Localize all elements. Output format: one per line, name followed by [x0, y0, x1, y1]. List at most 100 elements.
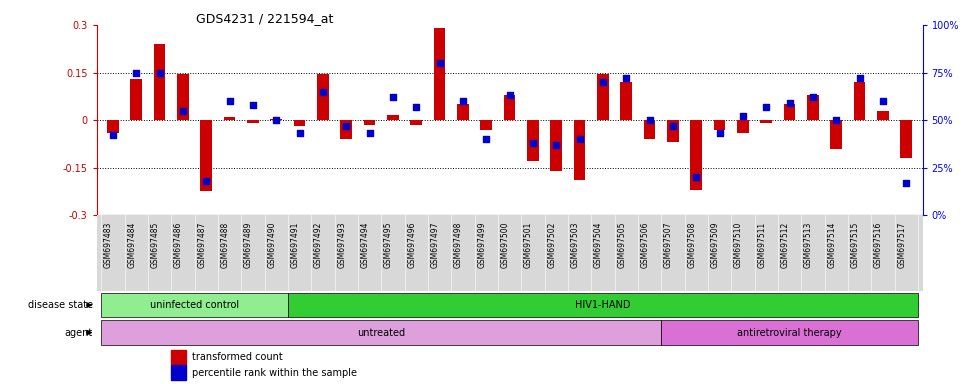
Point: [245, 102, 261, 108]
Text: GSM697502: GSM697502: [547, 221, 556, 268]
Text: GSM697512: GSM697512: [781, 221, 789, 268]
Bar: [101, 293, 288, 318]
Text: HIV1-HAND: HIV1-HAND: [575, 300, 631, 310]
Point: [269, 117, 284, 123]
Bar: [737, 120, 749, 133]
Text: GSM697501: GSM697501: [524, 221, 533, 268]
Point: [549, 142, 564, 148]
Point: [175, 108, 190, 114]
Point: [852, 75, 867, 81]
Text: GSM697506: GSM697506: [640, 221, 649, 268]
Bar: [387, 115, 399, 120]
Point: [409, 104, 424, 110]
Text: GSM697491: GSM697491: [291, 221, 299, 268]
Text: GSM697498: GSM697498: [454, 221, 463, 268]
Text: GSM697494: GSM697494: [360, 221, 370, 268]
Bar: [551, 120, 562, 171]
Text: GSM697493: GSM697493: [337, 221, 346, 268]
Bar: [364, 120, 376, 125]
Text: GDS4231 / 221594_at: GDS4231 / 221594_at: [196, 12, 333, 25]
Text: uninfected control: uninfected control: [150, 300, 240, 310]
Point: [128, 70, 144, 76]
Text: GSM697499: GSM697499: [477, 221, 486, 268]
Bar: [171, 365, 185, 380]
Bar: [317, 74, 328, 120]
Point: [199, 178, 214, 184]
Bar: [877, 111, 889, 120]
Bar: [101, 320, 661, 345]
Text: GSM697509: GSM697509: [711, 221, 720, 268]
Point: [618, 75, 634, 81]
Point: [758, 104, 774, 110]
Point: [292, 130, 307, 136]
Point: [385, 94, 401, 100]
Bar: [200, 120, 213, 192]
Point: [666, 123, 681, 129]
Point: [805, 94, 820, 100]
Text: GSM697513: GSM697513: [804, 221, 812, 268]
Bar: [247, 120, 259, 123]
Point: [712, 130, 727, 136]
Bar: [270, 119, 282, 120]
Bar: [171, 350, 185, 365]
Point: [105, 132, 121, 138]
Bar: [783, 104, 795, 120]
Point: [338, 123, 354, 129]
Bar: [154, 44, 165, 120]
Text: GSM697490: GSM697490: [268, 221, 276, 268]
Text: GSM697503: GSM697503: [571, 221, 580, 268]
Bar: [714, 120, 725, 130]
Bar: [288, 293, 918, 318]
Text: percentile rank within the sample: percentile rank within the sample: [191, 368, 356, 378]
Point: [152, 70, 167, 76]
Bar: [900, 120, 912, 158]
Bar: [597, 74, 609, 120]
Bar: [807, 95, 819, 120]
Text: GSM697500: GSM697500: [500, 221, 510, 268]
Text: GSM697484: GSM697484: [128, 221, 136, 268]
Point: [781, 100, 797, 106]
Point: [315, 88, 330, 94]
Point: [875, 98, 891, 104]
Text: GSM697497: GSM697497: [431, 221, 440, 268]
Point: [362, 130, 378, 136]
Point: [478, 136, 494, 142]
Bar: [457, 104, 469, 120]
Bar: [831, 120, 842, 149]
Bar: [691, 120, 702, 190]
Point: [502, 92, 518, 98]
Text: GSM697510: GSM697510: [734, 221, 743, 268]
Text: GSM697492: GSM697492: [314, 221, 323, 268]
Bar: [760, 120, 772, 123]
Bar: [294, 120, 305, 126]
Bar: [503, 95, 516, 120]
Text: GSM697517: GSM697517: [897, 221, 906, 268]
Text: antiretroviral therapy: antiretroviral therapy: [737, 328, 841, 338]
Bar: [107, 120, 119, 133]
Bar: [574, 120, 585, 180]
Bar: [661, 320, 918, 345]
Text: untreated: untreated: [357, 328, 406, 338]
Text: GSM697488: GSM697488: [220, 221, 230, 268]
Text: GSM697504: GSM697504: [594, 221, 603, 268]
Point: [898, 180, 914, 186]
Text: GSM697487: GSM697487: [197, 221, 207, 268]
Bar: [130, 79, 142, 120]
Text: GSM697496: GSM697496: [408, 221, 416, 268]
Bar: [527, 120, 539, 161]
Bar: [224, 117, 236, 120]
Bar: [854, 82, 866, 120]
Text: GSM697486: GSM697486: [174, 221, 183, 268]
Text: GSM697508: GSM697508: [687, 221, 696, 268]
Text: GSM697507: GSM697507: [664, 221, 673, 268]
Point: [689, 174, 704, 180]
Bar: [177, 74, 188, 120]
Bar: [434, 28, 445, 120]
Point: [526, 140, 541, 146]
Point: [595, 79, 611, 85]
Bar: [620, 82, 632, 120]
Point: [455, 98, 470, 104]
Point: [222, 98, 238, 104]
Point: [829, 117, 844, 123]
Bar: [340, 120, 352, 139]
